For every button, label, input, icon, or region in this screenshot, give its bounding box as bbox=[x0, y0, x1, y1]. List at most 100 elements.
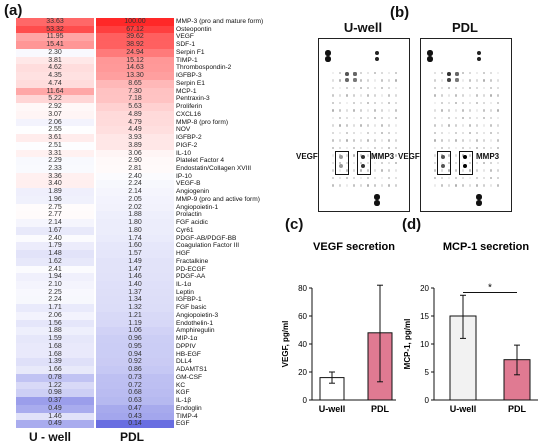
reference-spot bbox=[325, 56, 331, 62]
blot-spot bbox=[366, 169, 370, 172]
x-tick-label: PDL bbox=[371, 404, 390, 414]
y-tick-label: 0 bbox=[425, 396, 430, 405]
blot-spot bbox=[482, 161, 486, 165]
vegf-spot-box bbox=[437, 151, 451, 175]
blot-spot bbox=[373, 94, 377, 97]
heatmap-cell-pdl: 1.80 bbox=[96, 219, 174, 227]
blot-spot bbox=[352, 94, 356, 97]
heatmap-cell-pdl: 13.30 bbox=[96, 72, 174, 80]
blot-spot bbox=[468, 161, 472, 165]
blot-spot bbox=[454, 86, 458, 90]
blot-spot bbox=[366, 161, 370, 165]
blot-spot bbox=[380, 184, 384, 187]
y-tick-label: 10 bbox=[420, 340, 429, 349]
blot-spot bbox=[496, 94, 500, 97]
heatmap-row-label: VEGF bbox=[176, 33, 194, 41]
heatmap-cell-pdl: 2.81 bbox=[96, 164, 174, 173]
blot-spot bbox=[345, 78, 349, 82]
blot-spot bbox=[496, 161, 500, 165]
blot-spot bbox=[373, 154, 377, 157]
blot-spot bbox=[387, 109, 391, 112]
heatmap-cell-uwell: 2.92 bbox=[16, 103, 94, 111]
heatmap-cell-uwell: 1.88 bbox=[16, 327, 94, 336]
blot-spot bbox=[468, 109, 472, 112]
blot-spot bbox=[380, 116, 384, 120]
heatmap-cell-pdl: 2.90 bbox=[96, 157, 174, 165]
blot-spot bbox=[447, 109, 451, 112]
heatmap-cell-uwell: 1.39 bbox=[16, 358, 94, 367]
blot-spot bbox=[482, 131, 486, 135]
blot-spot bbox=[380, 71, 384, 75]
blot-spot bbox=[489, 139, 493, 142]
blot-spot bbox=[447, 184, 451, 187]
blot-spot bbox=[373, 184, 377, 187]
blot-spot bbox=[440, 71, 444, 75]
blot-spot bbox=[387, 139, 391, 142]
blot-spot bbox=[345, 146, 349, 150]
blot-spot bbox=[387, 86, 391, 90]
blot-spot bbox=[489, 154, 493, 157]
heatmap-cell-uwell: 2.24 bbox=[16, 296, 94, 305]
blot-spot bbox=[489, 169, 493, 172]
blot-spot bbox=[433, 116, 437, 120]
heatmap-cell-uwell: 2.10 bbox=[16, 281, 94, 289]
blot-spot bbox=[447, 86, 451, 90]
blot-spot bbox=[489, 184, 493, 187]
blot-spot bbox=[447, 154, 451, 157]
blot-spot bbox=[475, 79, 479, 82]
blot-spot bbox=[394, 86, 398, 90]
blot-spot bbox=[440, 94, 444, 97]
blot-spot bbox=[338, 79, 342, 82]
blot-spot bbox=[345, 154, 349, 157]
blot-spot bbox=[387, 146, 391, 150]
blot-spot bbox=[482, 116, 486, 120]
blot-spot bbox=[352, 161, 356, 165]
reference-spot bbox=[476, 50, 482, 56]
heatmap-cell-pdl: 0.72 bbox=[96, 381, 174, 390]
blot-spot bbox=[461, 101, 465, 105]
blot-spot bbox=[366, 154, 370, 157]
blot-spot bbox=[461, 116, 465, 120]
blot-spot bbox=[338, 71, 342, 75]
blot-spot bbox=[394, 79, 398, 82]
heatmap-cell-pdl: 1.80 bbox=[96, 226, 174, 235]
heatmap-cell-pdl: 0.47 bbox=[96, 404, 174, 413]
chart-title: VEGF secretion bbox=[313, 241, 395, 253]
heatmap-cell-uwell: 11.95 bbox=[16, 33, 94, 42]
x-tick-label: U-well bbox=[450, 404, 477, 414]
blot-spot bbox=[433, 86, 437, 90]
heatmap-row-label: IL-1α bbox=[176, 281, 192, 289]
blot-spot bbox=[331, 154, 335, 157]
heatmap-row-label: Prolactin bbox=[176, 211, 202, 219]
heatmap-row-label: IL-1β bbox=[176, 397, 192, 405]
blot-spot bbox=[482, 79, 486, 82]
blot-spot bbox=[359, 94, 363, 97]
vegf-spot bbox=[441, 155, 445, 159]
heatmap-cell-uwell: 1.67 bbox=[16, 226, 94, 235]
x-tick-label: PDL bbox=[508, 404, 527, 414]
heatmap-cell-pdl: 1.34 bbox=[96, 296, 174, 305]
heatmap-cell-pdl: 15.12 bbox=[96, 56, 174, 65]
blot-spot bbox=[331, 139, 335, 142]
heatmap-cell-uwell: 2.33 bbox=[16, 164, 94, 173]
blot-spot bbox=[345, 86, 349, 90]
heatmap-cell-pdl: 1.32 bbox=[96, 304, 174, 312]
blot-spot bbox=[387, 101, 391, 105]
blot-spot bbox=[468, 79, 472, 82]
heatmap-cell-uwell: 15.41 bbox=[16, 41, 94, 49]
heatmap-row-label: ADAMTS1 bbox=[176, 366, 208, 374]
heatmap-cell-pdl: 4.89 bbox=[96, 110, 174, 119]
heatmap-cell-uwell: 1.96 bbox=[16, 195, 94, 204]
blot-spot bbox=[380, 86, 384, 90]
heatmap-cell-uwell: 2.30 bbox=[16, 48, 94, 57]
heatmap-row-label: Platelet Factor 4 bbox=[176, 157, 225, 165]
blot-spot bbox=[387, 154, 391, 157]
blot-spot bbox=[338, 124, 342, 127]
blot-spot bbox=[468, 176, 472, 180]
blot-spot bbox=[475, 71, 479, 75]
blot-spot bbox=[455, 78, 459, 82]
blot-spot bbox=[373, 139, 377, 142]
mmp3-spot bbox=[360, 163, 366, 169]
blot-spot bbox=[440, 109, 444, 112]
blot-spot bbox=[331, 176, 335, 180]
